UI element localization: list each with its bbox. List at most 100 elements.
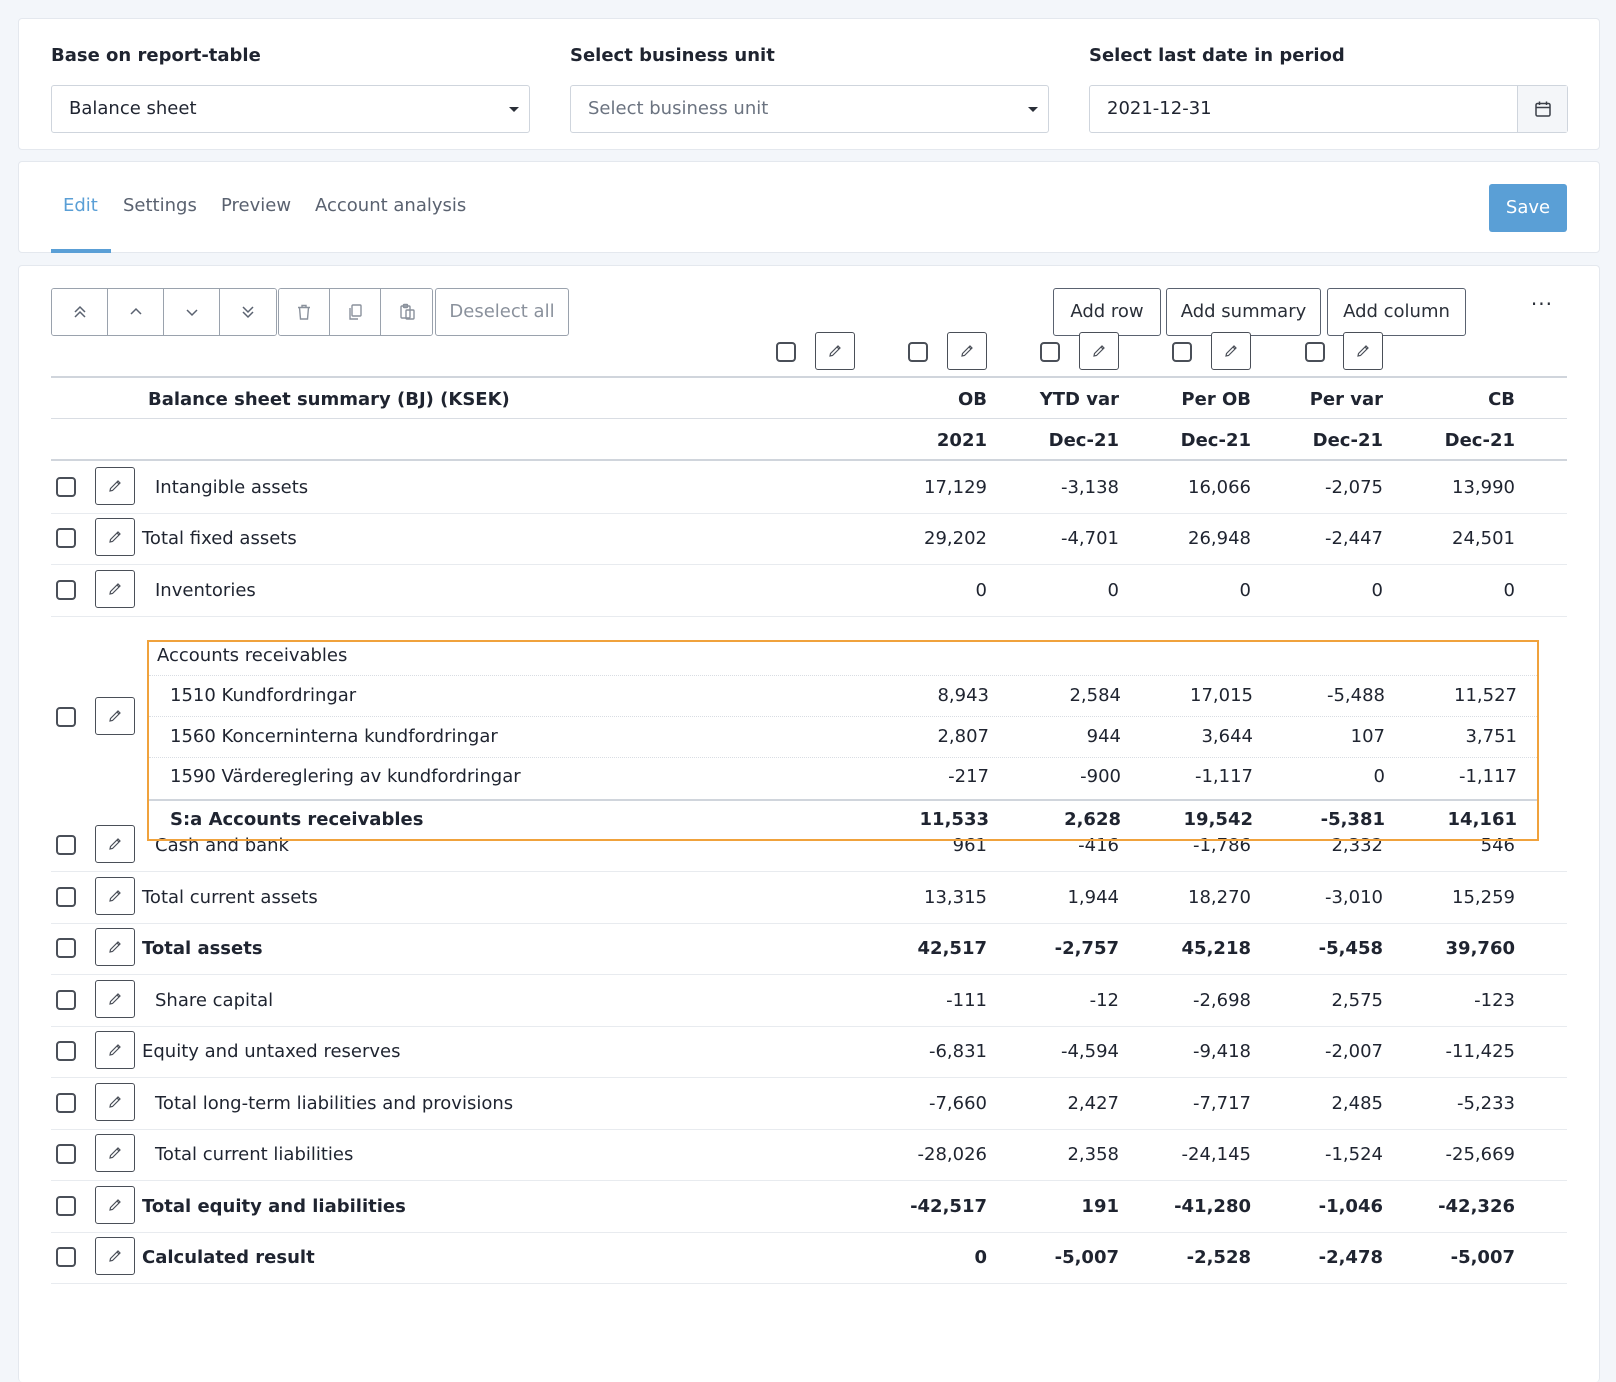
business-unit-select[interactable]: Select business unit	[570, 85, 1049, 133]
row-checkbox[interactable]	[56, 887, 76, 907]
summary-value: 14,161	[1447, 809, 1517, 830]
edit-row-button[interactable]	[95, 1134, 135, 1172]
move-up-button[interactable]	[108, 289, 164, 335]
report-table-label: Base on report-table	[51, 45, 261, 66]
move-to-bottom-button[interactable]	[220, 289, 276, 335]
calendar-button[interactable]	[1517, 86, 1567, 132]
edit-row-button[interactable]	[95, 467, 135, 505]
account-value: 0	[1373, 766, 1385, 787]
row-value: 13,990	[1452, 477, 1515, 498]
pencil-icon	[109, 583, 121, 595]
summary-value: 2,628	[1064, 809, 1121, 830]
report-table-field: Base on report-table Balance sheet	[51, 43, 530, 133]
edit-row-button[interactable]	[95, 928, 135, 966]
row-value: -5,007	[1054, 1247, 1119, 1268]
column-checkbox-per-var[interactable]	[1172, 342, 1192, 362]
row-checkbox[interactable]	[56, 1247, 76, 1267]
chevron-down-icon	[185, 309, 198, 317]
edit-column-ytd-var-button[interactable]	[947, 332, 987, 370]
edit-row-button[interactable]	[95, 825, 135, 863]
account-value: 11,527	[1454, 685, 1517, 706]
row-divider	[51, 564, 1567, 565]
row-value: 42,517	[917, 938, 987, 959]
pencil-icon	[109, 1199, 121, 1211]
add-summary-button[interactable]: Add summary	[1166, 288, 1321, 336]
row-checkbox[interactable]	[56, 1041, 76, 1061]
row-checkbox[interactable]	[56, 1093, 76, 1113]
edit-row-button[interactable]	[95, 980, 135, 1018]
account-value: 3,644	[1201, 726, 1253, 747]
row-value: 1,944	[1067, 887, 1119, 908]
save-button[interactable]: Save	[1489, 184, 1567, 232]
paste-button[interactable]	[381, 289, 432, 335]
last-date-input[interactable]: 2021-12-31	[1089, 85, 1568, 133]
column-checkbox-ob[interactable]	[776, 342, 796, 362]
row-checkbox[interactable]	[56, 990, 76, 1010]
row-value: 2,358	[1067, 1144, 1119, 1165]
table-title: Balance sheet summary (BJ) (KSEK)	[148, 389, 510, 410]
pencil-icon	[109, 531, 121, 543]
move-buttons-group	[51, 288, 277, 336]
row-divider	[51, 1129, 1567, 1130]
pencil-icon	[109, 890, 121, 902]
trash-icon	[298, 304, 310, 320]
header-bottom-divider	[51, 459, 1567, 461]
column-checkbox-ytd-var[interactable]	[908, 342, 928, 362]
row-checkbox[interactable]	[56, 580, 76, 600]
edit-column-cb-button[interactable]	[1343, 332, 1383, 370]
tabs-bar: Edit Settings Preview Account analysis S…	[18, 161, 1600, 253]
pencil-icon	[1093, 345, 1105, 357]
edit-group-row-button[interactable]	[95, 697, 135, 735]
edit-row-button[interactable]	[95, 1031, 135, 1069]
pencil-icon	[109, 1147, 121, 1159]
edit-row-button[interactable]	[95, 877, 135, 915]
row-value: 45,218	[1181, 938, 1251, 959]
edit-column-ob-button[interactable]	[815, 332, 855, 370]
edit-column-per-ob-button[interactable]	[1079, 332, 1119, 370]
column-checkbox-cb[interactable]	[1305, 342, 1325, 362]
row-value: -7,717	[1192, 1093, 1251, 1114]
row-value: -2,007	[1324, 1041, 1383, 1062]
edit-row-button[interactable]	[95, 1186, 135, 1224]
row-value: -6,831	[928, 1041, 987, 1062]
row-checkbox[interactable]	[56, 477, 76, 497]
edit-row-button[interactable]	[95, 570, 135, 608]
account-value: -900	[1080, 766, 1121, 787]
summary-value: 19,542	[1183, 809, 1253, 830]
row-label: Total current assets	[142, 887, 318, 908]
copy-icon	[349, 304, 362, 320]
row-checkbox[interactable]	[56, 835, 76, 855]
col-header-cb: CB	[1488, 389, 1515, 410]
add-column-button[interactable]: Add column	[1327, 288, 1466, 336]
row-checkbox[interactable]	[56, 1144, 76, 1164]
report-table-select[interactable]: Balance sheet	[51, 85, 530, 133]
row-checkbox[interactable]	[56, 528, 76, 548]
edit-row-button[interactable]	[95, 1237, 135, 1275]
tab-settings[interactable]: Settings	[123, 195, 197, 216]
row-value: 2,575	[1331, 990, 1383, 1011]
account-value: -1,117	[1194, 766, 1253, 787]
tab-account-analysis[interactable]: Account analysis	[315, 195, 467, 216]
column-checkbox-per-ob[interactable]	[1040, 342, 1060, 362]
copy-button[interactable]	[330, 289, 381, 335]
edit-row-button[interactable]	[95, 518, 135, 556]
row-checkbox[interactable]	[56, 1196, 76, 1216]
edit-row-button[interactable]	[95, 1083, 135, 1121]
group-row-checkbox[interactable]	[56, 707, 76, 727]
row-value: 39,760	[1445, 938, 1515, 959]
summary-value: -5,381	[1320, 809, 1385, 830]
move-to-top-button[interactable]	[52, 289, 108, 335]
tab-preview[interactable]: Preview	[221, 195, 292, 216]
row-value: -3,138	[1060, 477, 1119, 498]
row-value: 0	[975, 580, 987, 601]
business-unit-field: Select business unit Select business uni…	[570, 43, 1049, 133]
more-options-icon[interactable]: ···	[1530, 292, 1553, 316]
row-checkbox[interactable]	[56, 938, 76, 958]
delete-button[interactable]	[279, 289, 330, 335]
pencil-icon	[109, 1096, 121, 1108]
edit-column-per-var-button[interactable]	[1211, 332, 1251, 370]
add-row-button[interactable]: Add row	[1053, 288, 1161, 336]
tab-edit[interactable]: Edit	[63, 195, 98, 216]
deselect-all-button[interactable]: Deselect all	[435, 288, 569, 336]
move-down-button[interactable]	[164, 289, 220, 335]
